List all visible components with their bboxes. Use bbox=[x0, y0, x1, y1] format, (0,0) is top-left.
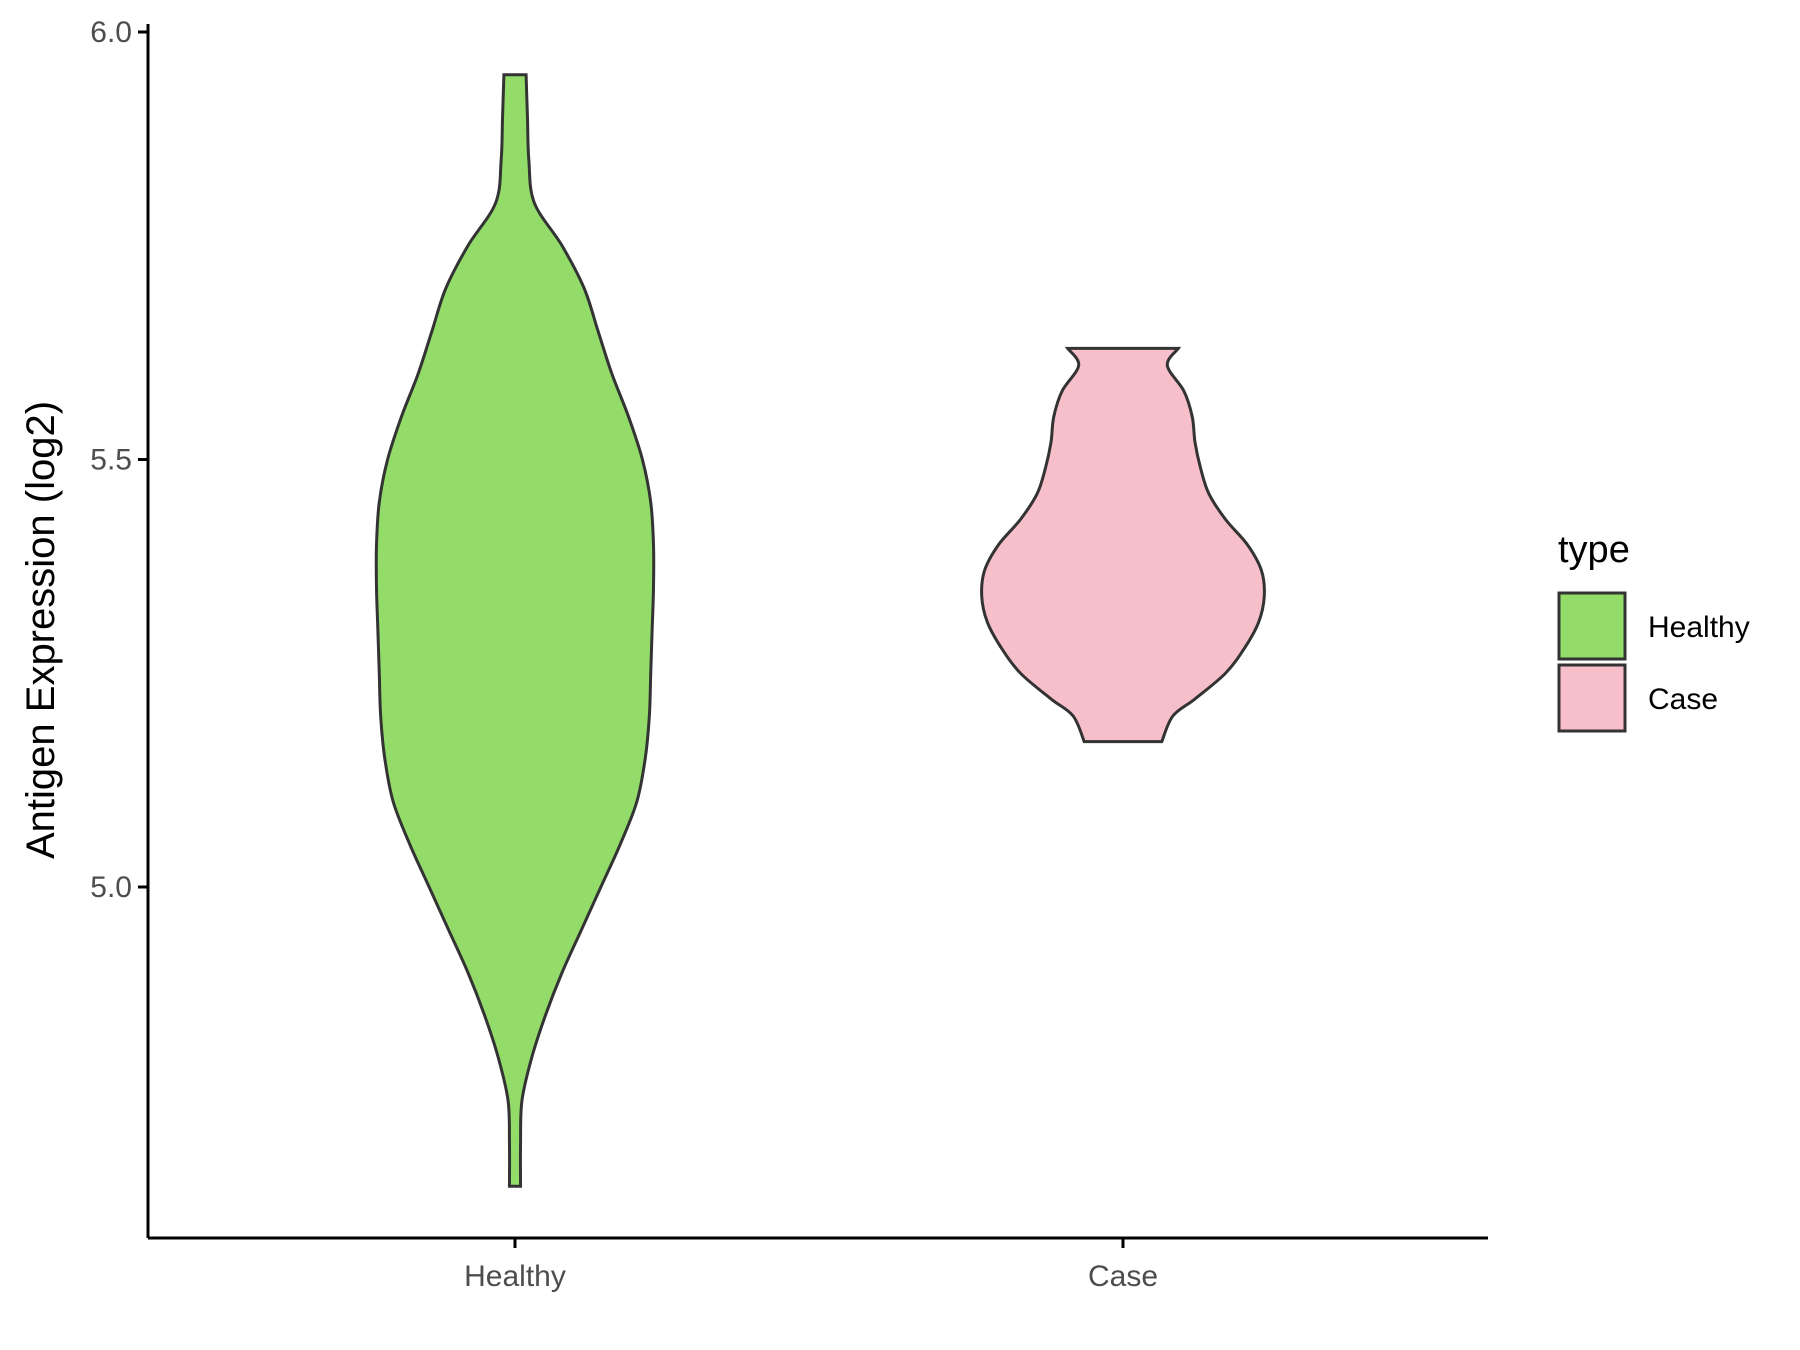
x-tick-label: Healthy bbox=[464, 1260, 566, 1293]
legend-title: type bbox=[1558, 529, 1630, 571]
x-tick-label: Case bbox=[1088, 1260, 1158, 1293]
violin-case bbox=[980, 346, 1266, 744]
y-tick-label: 6.0 bbox=[90, 16, 132, 49]
axes: 5.0 5.5 6.0 Healthy Case bbox=[90, 16, 1488, 1293]
violin-healthy bbox=[374, 73, 656, 1188]
y-tick-label: 5.0 bbox=[90, 871, 132, 904]
legend-items: Healthy Case bbox=[1557, 591, 1750, 733]
y-ticks: 5.0 5.5 6.0 bbox=[90, 16, 148, 904]
legend-label-case: Case bbox=[1648, 683, 1718, 716]
y-axis-title: Antigen Expression (log2) bbox=[19, 401, 63, 859]
legend-label-healthy: Healthy bbox=[1648, 611, 1750, 644]
violin-layer bbox=[374, 73, 1266, 1188]
y-tick-label: 5.5 bbox=[90, 444, 132, 477]
legend: type Healthy Case bbox=[1557, 529, 1750, 733]
legend-key-case bbox=[1557, 663, 1627, 733]
legend-key-healthy bbox=[1557, 591, 1627, 661]
x-ticks: Healthy Case bbox=[464, 1238, 1158, 1293]
